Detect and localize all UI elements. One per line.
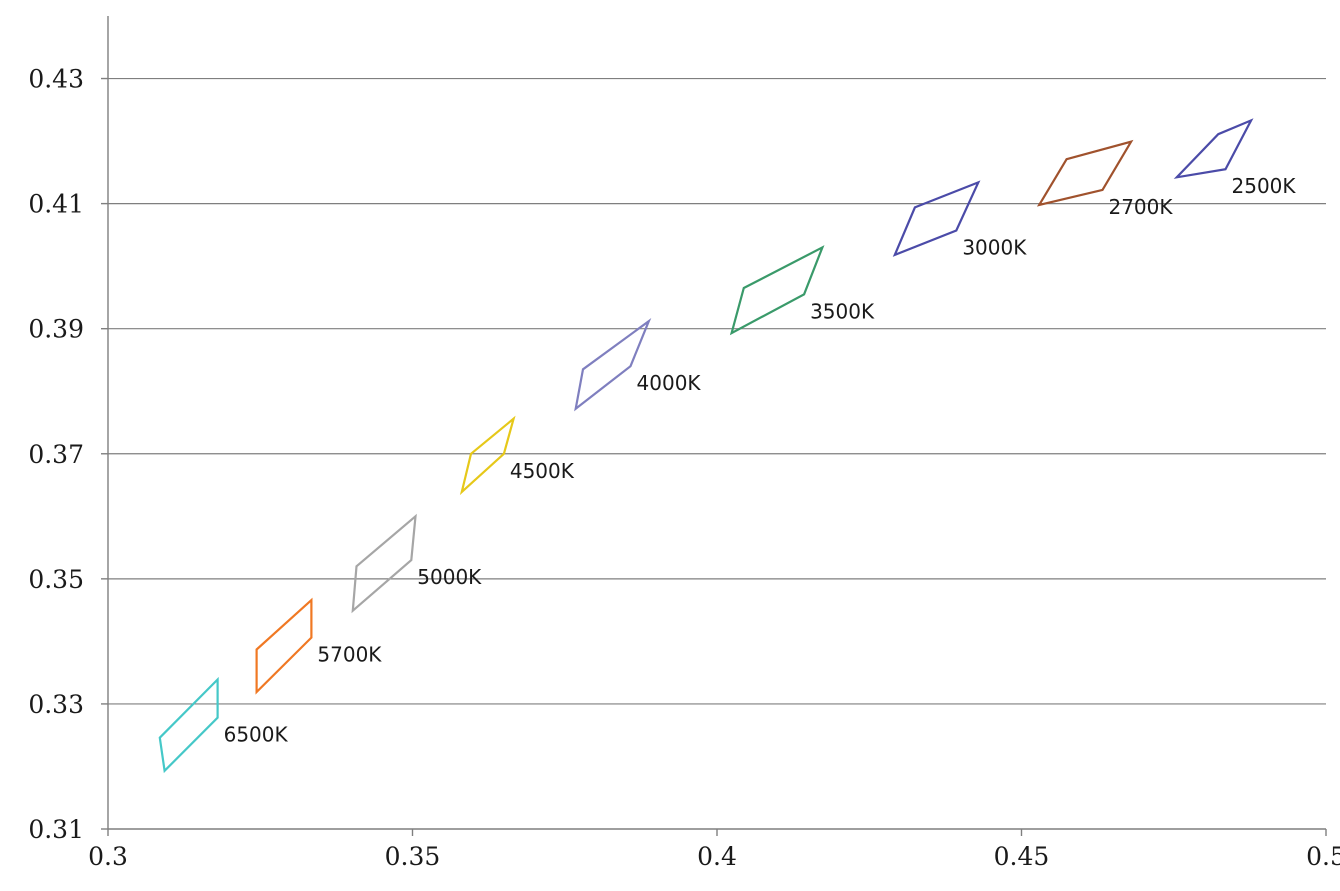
label-2500K: 2500K [1232, 174, 1297, 198]
x-tick-labels: 0.3 0.35 0.4 0.45 0.5 [88, 842, 1340, 871]
x-tick-label-4: 0.5 [1306, 842, 1340, 871]
y-tick-label-4: 0.39 [28, 315, 84, 344]
y-tick-label-1: 0.33 [28, 690, 84, 719]
label-4500K: 4500K [510, 459, 575, 483]
quadrangle-2700K [1036, 139, 1134, 207]
x-tick-label-0: 0.3 [88, 842, 128, 871]
x-tick-label-1: 0.35 [385, 842, 441, 871]
grid-lines [108, 77, 1326, 705]
y-tick-label-6: 0.43 [28, 65, 84, 94]
label-5700K: 5700K [317, 643, 382, 667]
x-tick-label-3: 0.45 [994, 842, 1050, 871]
label-2700K: 2700K [1108, 195, 1173, 219]
y-tick-label-2: 0.35 [28, 565, 84, 594]
y-tick-label-5: 0.41 [28, 190, 84, 219]
quadrangle-3000K [892, 180, 981, 257]
label-5000K: 5000K [417, 565, 482, 589]
quadrangle-4500K [459, 415, 516, 496]
x-tick-label-2: 0.4 [697, 842, 737, 871]
axes [101, 16, 1327, 836]
label-4000K: 4000K [637, 371, 702, 395]
quadrangle-5000K [351, 513, 417, 614]
quadrangle-5700K [255, 597, 313, 695]
label-3000K: 3000K [962, 236, 1027, 260]
y-tick-labels: 0.31 0.33 0.35 0.37 0.39 0.41 0.43 [28, 65, 84, 844]
color-temperature-quadrangles [158, 118, 1254, 774]
quadrangle-2500K [1173, 118, 1254, 179]
label-6500K: 6500K [224, 723, 289, 747]
quadrangle-labels: 2500K 2700K 3000K 3500K 4000K 4500K 5000K 5700K… [224, 174, 1297, 746]
label-3500K: 3500K [810, 299, 875, 323]
quadrangle-6500K [158, 676, 219, 774]
quadrangle-4000K [574, 318, 652, 412]
y-tick-label-0: 0.31 [28, 815, 84, 844]
quadrangle-3500K [729, 245, 825, 336]
y-tick-label-3: 0.37 [28, 440, 84, 469]
